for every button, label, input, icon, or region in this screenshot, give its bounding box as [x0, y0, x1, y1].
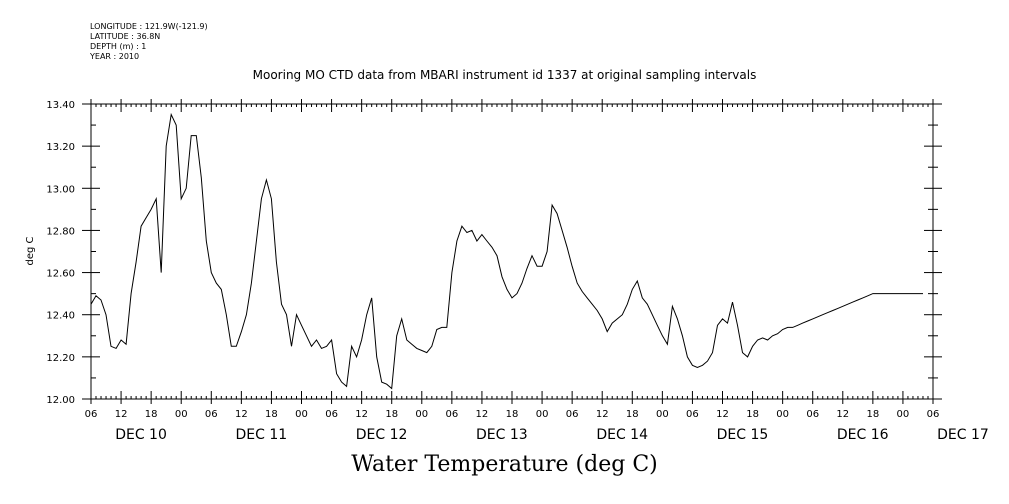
x-hour-label: 06: [325, 409, 338, 420]
x-hour-label: 18: [145, 409, 158, 420]
x-day-label: DEC 15: [717, 427, 769, 443]
y-tick-label: 13.00: [46, 184, 75, 195]
x-day-label: DEC 17: [937, 427, 989, 443]
x-hour-label: 00: [415, 409, 428, 420]
x-hour-label: 18: [746, 409, 759, 420]
chart-title: Mooring MO CTD data from MBARI instrumen…: [252, 68, 757, 82]
x-hour-label: 12: [355, 409, 368, 420]
x-hour-label: 18: [506, 409, 519, 420]
plot-frame: [90, 103, 934, 400]
x-day-label: DEC 12: [356, 427, 408, 443]
chart-subtitle: Water Temperature (deg C): [351, 452, 658, 477]
y-tick-label: 12.80: [46, 226, 75, 237]
x-hour-label: 06: [445, 409, 458, 420]
x-hour-label: 18: [866, 409, 879, 420]
x-hour-label: 06: [927, 409, 940, 420]
x-hour-label: 06: [85, 409, 98, 420]
y-tick-label: 12.40: [46, 311, 75, 322]
x-hour-label: 12: [836, 409, 849, 420]
x-hour-label: 12: [235, 409, 248, 420]
x-hour-label: 12: [596, 409, 609, 420]
y-tick-label: 13.20: [46, 142, 75, 153]
x-hour-label: 12: [716, 409, 729, 420]
y-tick-label: 12.20: [46, 353, 75, 364]
x-hour-label: 00: [536, 409, 549, 420]
y-tick-label: 13.40: [46, 100, 75, 111]
x-hour-label: 06: [205, 409, 218, 420]
x-hour-label: 18: [626, 409, 639, 420]
depth-label: DEPTH (m) : 1: [90, 42, 147, 51]
x-hour-label: 06: [566, 409, 579, 420]
metadata-block: LONGITUDE : 121.9W(-121.9) LATITUDE : 36…: [90, 22, 208, 62]
longitude-label: LONGITUDE : 121.9W(-121.9): [90, 22, 208, 31]
x-day-label: DEC 13: [476, 427, 528, 443]
x-hour-label: 06: [806, 409, 819, 420]
latitude-label: LATITUDE : 36.8N: [90, 32, 161, 41]
x-hour-label: 00: [295, 409, 308, 420]
x-hour-label: 00: [175, 409, 188, 420]
year-label: YEAR : 2010: [90, 52, 140, 61]
x-hour-label: 18: [385, 409, 398, 420]
y-axis-label: deg C: [25, 236, 36, 265]
y-tick-label: 12.00: [46, 395, 75, 406]
x-hour-label: 00: [656, 409, 669, 420]
x-hour-label: 12: [476, 409, 489, 420]
x-day-label: DEC 14: [596, 427, 648, 443]
x-day-label: DEC 11: [235, 427, 287, 443]
x-hour-label: 00: [776, 409, 789, 420]
y-tick-label: 12.60: [46, 269, 75, 280]
x-day-label: DEC 16: [837, 427, 889, 443]
x-hour-label: 00: [897, 409, 910, 420]
x-day-label: DEC 10: [115, 427, 167, 443]
x-hour-label: 18: [265, 409, 278, 420]
x-hour-label: 12: [115, 409, 128, 420]
series-line: [90, 112, 923, 390]
x-hour-label: 06: [686, 409, 699, 420]
